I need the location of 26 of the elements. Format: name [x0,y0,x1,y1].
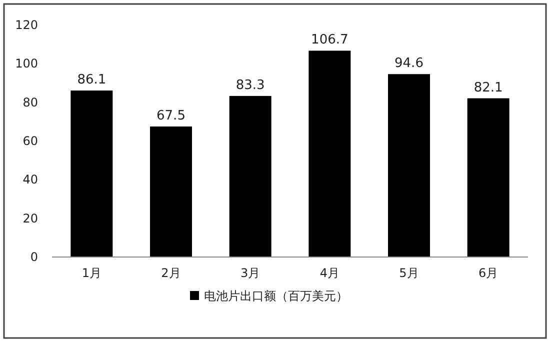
bar [70,90,113,257]
bar [388,74,430,257]
x-tick-label: 3月 [240,266,260,280]
y-tick-label: 0 [30,250,38,264]
x-tick-label: 4月 [320,266,340,280]
x-tick-label: 2月 [161,266,181,280]
bar [229,96,272,257]
data-label: 83.3 [236,78,265,93]
data-label: 86.1 [77,72,106,88]
y-tick-label: 20 [22,211,38,226]
data-label: 82.1 [474,80,503,96]
bar [150,126,192,257]
y-tick-label: 80 [22,95,38,110]
y-tick-label: 120 [15,18,38,32]
legend-label: 电池片出口额（百万美元） [204,289,348,303]
x-tick-label: 1月 [82,266,102,280]
x-tick-label: 5月 [399,266,419,280]
y-tick-label: 100 [15,56,38,71]
bar [308,50,351,257]
data-label: 94.6 [394,56,424,72]
y-tick-label: 40 [22,172,38,187]
x-tick-label: 6月 [478,266,498,280]
y-tick-label: 60 [22,134,38,148]
data-label: 106.7 [311,32,348,48]
bar [467,98,510,257]
data-label: 67.5 [156,108,186,124]
